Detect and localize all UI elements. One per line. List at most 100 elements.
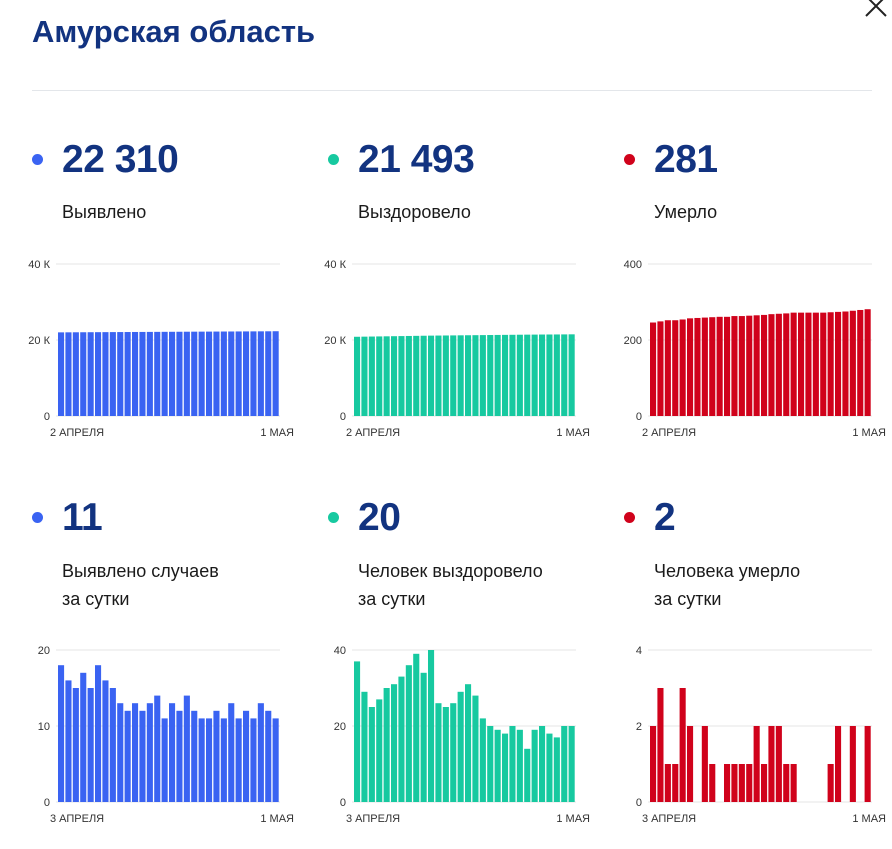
- chart-detected-total: 0 20 К 40 К 2 АПРЕЛЯ 1 МАЯ: [28, 259, 294, 439]
- deaths-daily-label: Человека умерло за сутки: [654, 557, 884, 613]
- y-tick-label: 0: [340, 411, 346, 423]
- bar: [531, 729, 538, 802]
- x-tick-label: 2 АПРЕЛЯ: [346, 427, 400, 439]
- bar: [95, 665, 102, 802]
- bar: [354, 336, 361, 416]
- recovered-total-value: 21 493: [358, 138, 475, 181]
- bar: [109, 688, 116, 802]
- bar: [198, 331, 205, 416]
- bar: [657, 688, 664, 802]
- y-tick-label: 0: [636, 411, 642, 423]
- bar: [213, 710, 220, 802]
- bar: [272, 331, 279, 416]
- bar: [265, 710, 272, 802]
- label-line: Выявлено случаев: [62, 561, 219, 581]
- bar: [413, 335, 420, 416]
- green-dot-icon: [328, 154, 339, 165]
- bar: [531, 334, 538, 416]
- bar: [775, 726, 782, 802]
- bar: [87, 688, 94, 802]
- bar: [435, 703, 442, 802]
- bar: [709, 764, 716, 802]
- bar: [250, 331, 257, 416]
- detected-daily-value: 11: [62, 496, 103, 539]
- y-tick-label: 20: [38, 645, 50, 657]
- panel-recovered-daily: 20 Человек выздоровело за сутки 0 20 40 3 А…: [328, 488, 590, 828]
- label-line: Выявлено: [62, 202, 147, 222]
- bar: [80, 672, 87, 802]
- bar: [183, 695, 190, 802]
- bar: [664, 764, 671, 802]
- bar: [539, 726, 546, 802]
- bar: [738, 316, 745, 416]
- bar: [354, 661, 361, 802]
- bar: [724, 316, 731, 416]
- y-tick-label: 20: [334, 721, 346, 733]
- panel-deaths-daily: 2 Человека умерло за сутки 0 2 4 3 АПРЕЛЯ 1 …: [624, 488, 886, 828]
- bar: [117, 332, 124, 416]
- label-line: за сутки: [654, 589, 722, 609]
- bar: [257, 331, 264, 416]
- bar: [368, 336, 375, 416]
- bar: [516, 729, 523, 802]
- bar: [790, 764, 797, 802]
- bar: [191, 710, 198, 802]
- bar: [228, 331, 235, 416]
- y-tick-label: 400: [624, 259, 642, 271]
- bar: [265, 331, 272, 416]
- bar: [820, 312, 827, 416]
- bar: [124, 710, 131, 802]
- bar: [58, 332, 65, 416]
- bar: [220, 718, 227, 802]
- bar: [679, 319, 686, 416]
- bar: [494, 334, 501, 416]
- header-divider: [32, 90, 872, 91]
- x-tick-label: 2 АПРЕЛЯ: [642, 427, 696, 439]
- bar: [361, 691, 368, 802]
- bar: [849, 726, 856, 802]
- deaths-total-value: 281: [654, 138, 718, 181]
- bar: [65, 332, 72, 416]
- bar: [420, 335, 427, 416]
- bar: [738, 764, 745, 802]
- y-tick-label: 20 К: [324, 335, 346, 347]
- bar: [650, 322, 657, 416]
- y-tick-label: 200: [624, 335, 642, 347]
- red-dot-icon: [624, 512, 635, 523]
- bar: [672, 764, 679, 802]
- bar: [842, 311, 849, 416]
- bar: [176, 331, 183, 416]
- bar: [798, 312, 805, 416]
- bar: [716, 316, 723, 416]
- page-title: Амурская область: [32, 14, 316, 49]
- detected-daily-label: Выявлено случаев за сутки: [62, 557, 292, 613]
- bar: [442, 707, 449, 802]
- bar: [487, 335, 494, 416]
- bar: [132, 703, 139, 802]
- bar: [213, 331, 220, 416]
- bar: [72, 332, 79, 416]
- panel-detected-daily: 11 Выявлено случаев за сутки 0 10 20 3 АПРЕ…: [32, 488, 294, 828]
- bar: [761, 764, 768, 802]
- bar: [391, 684, 398, 802]
- bar: [154, 331, 161, 416]
- bar: [561, 334, 568, 416]
- bar: [161, 718, 168, 802]
- panel-deaths-total: 281 Умерло 0 200 400 2 АПРЕЛЯ 1 МАЯ: [624, 130, 886, 470]
- bar: [398, 676, 405, 802]
- deaths-total-label: Умерло: [654, 198, 884, 226]
- bar: [376, 336, 383, 416]
- y-tick-label: 0: [44, 411, 50, 423]
- bar: [472, 695, 479, 802]
- bar: [435, 335, 442, 416]
- bar: [361, 336, 368, 416]
- bar: [161, 331, 168, 416]
- bar: [405, 335, 412, 416]
- panel-detected-total: 22 310 Выявлено 0 20 К 40 К 2 АПРЕЛЯ 1 МАЯ: [28, 130, 294, 470]
- close-icon[interactable]: [860, 0, 892, 22]
- bar: [428, 650, 435, 802]
- y-tick-label: 0: [44, 797, 50, 809]
- bar: [124, 332, 131, 416]
- bar: [191, 331, 198, 416]
- y-tick-label: 10: [38, 721, 50, 733]
